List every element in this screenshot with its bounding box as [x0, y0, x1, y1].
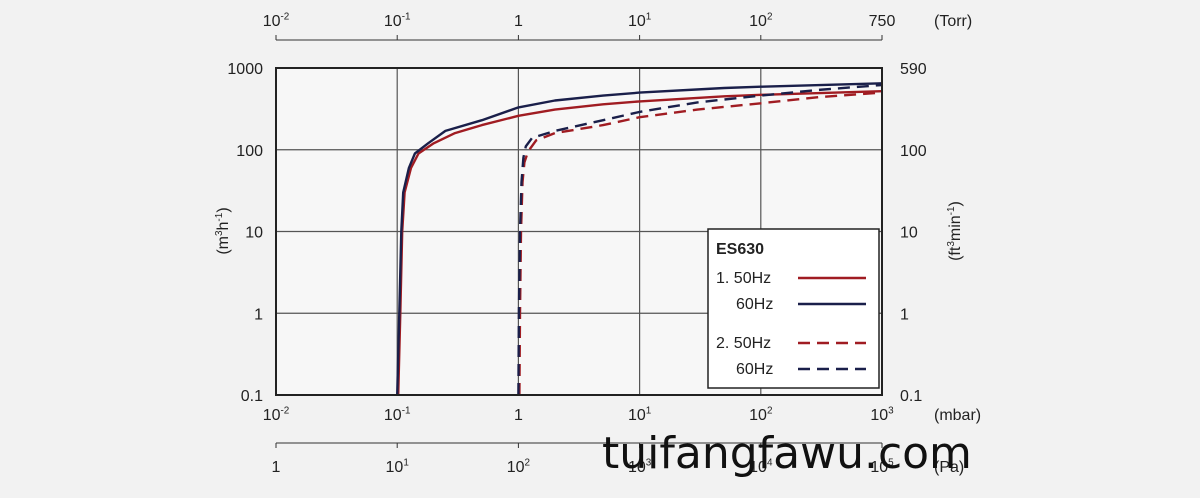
legend-title: ES630 — [716, 241, 764, 258]
series-lines — [396, 82, 882, 395]
x-tick-label-pa: 102 — [507, 458, 531, 476]
x-tick-label-torr: 1 — [514, 13, 523, 30]
x-axis-unit-mbar: (mbar) — [934, 407, 981, 424]
axes: 10-2 10-1 1 101 102 103 (mbar)1 101 102 103 104 105… — [214, 12, 981, 476]
x-tick-label-torr: 750 — [869, 13, 896, 30]
y-axis-label-right: (ft3min-1) — [946, 201, 964, 261]
y-tick-label-left: 1 — [254, 306, 263, 323]
x-tick-label-torr: 10-2 — [263, 12, 290, 30]
legend-entry-label: 2. 50Hz — [716, 335, 771, 352]
y-tick-label-right: 1 — [900, 306, 909, 323]
x-tick-label-mbar: 102 — [749, 406, 773, 424]
legend-entry-label: 1. 50Hz — [716, 270, 771, 287]
y-tick-label-right: 0.1 — [900, 388, 922, 405]
y-tick-label-right: 100 — [900, 143, 927, 160]
x-tick-label-torr: 10-1 — [384, 12, 411, 30]
y-axis-label-left: (m3h-1) — [214, 207, 232, 254]
y-tick-label-left: 10 — [245, 225, 263, 242]
series-line-4 — [517, 83, 882, 395]
series-line-2 — [396, 82, 882, 395]
x-tick-label-torr: 102 — [749, 12, 773, 30]
y-tick-label-left: 0.1 — [241, 388, 263, 405]
x-tick-label-mbar: 1 — [514, 407, 523, 424]
y-tick-label-left: 1000 — [227, 61, 263, 78]
legend-entry-label: 60Hz — [736, 296, 773, 313]
legend: ES630 1. 50Hz 60Hz 2. 50Hz 60Hz — [707, 228, 880, 389]
y-tick-label-left: 100 — [236, 143, 263, 160]
legend-box — [707, 228, 880, 389]
x-tick-label-mbar: 10-2 — [263, 406, 290, 424]
x-tick-label-pa: 105 — [870, 458, 894, 476]
x-axis-unit-torr: (Torr) — [934, 13, 972, 30]
legend-entry-label: 60Hz — [736, 361, 773, 378]
x-tick-label-pa: 101 — [386, 458, 410, 476]
x-tick-label-mbar: 103 — [870, 406, 894, 424]
y-tick-label-right: 10 — [900, 225, 918, 242]
x-tick-label-mbar: 10-1 — [384, 406, 411, 424]
x-tick-label-pa: 1 — [272, 459, 281, 476]
x-tick-label-pa: 104 — [749, 458, 773, 476]
x-axis-unit-pa: (Pa) — [934, 459, 964, 476]
x-tick-label-pa: 103 — [628, 458, 652, 476]
watermark-text: tuifangfawu.com — [602, 428, 972, 479]
x-tick-label-torr: 101 — [628, 12, 652, 30]
x-tick-label-mbar: 101 — [628, 406, 652, 424]
plot-frame — [275, 67, 883, 396]
y-tick-label-right: 590 — [900, 61, 927, 78]
